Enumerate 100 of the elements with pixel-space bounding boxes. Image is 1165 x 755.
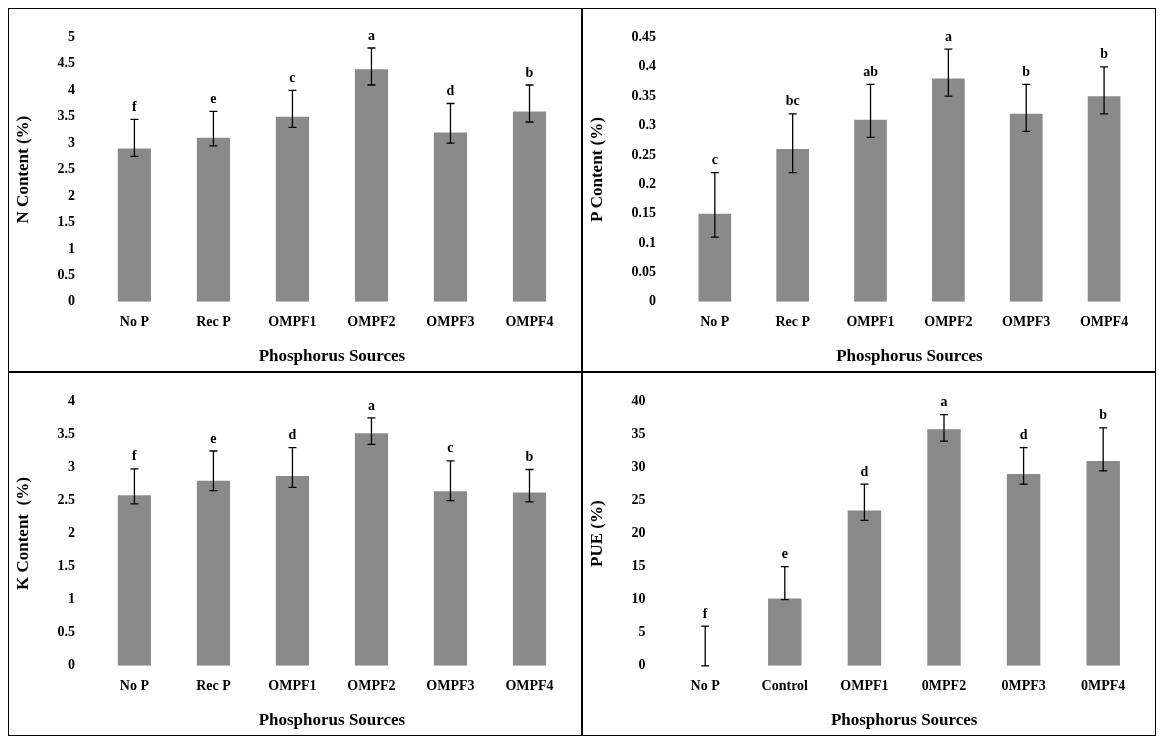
x-tick-label: OMPF2 xyxy=(347,677,396,693)
annotation: c xyxy=(289,69,296,85)
y-tick-label: 0.5 xyxy=(57,266,75,282)
y-axis-title: P Content (%) xyxy=(586,117,606,223)
x-tick-label: OMPF2 xyxy=(347,313,396,329)
y-tick-label: 3.5 xyxy=(57,108,75,124)
y-tick-label: 0.5 xyxy=(57,624,75,640)
annotation: e xyxy=(210,430,217,446)
x-tick-label: No P xyxy=(119,677,150,693)
bar xyxy=(768,598,802,666)
y-tick-label: 1.5 xyxy=(57,558,75,574)
x-axis-title: Phosphorus Sources xyxy=(258,346,406,366)
x-tick-label: No P xyxy=(690,677,721,693)
bar xyxy=(512,111,547,302)
y-tick-label: 20 xyxy=(631,525,646,541)
y-tick-label: 25 xyxy=(631,492,646,508)
y-tick-label: 15 xyxy=(631,558,646,574)
bar xyxy=(932,78,965,302)
annotation: a xyxy=(367,397,375,413)
annotation: f xyxy=(702,605,708,621)
y-axis-title: K Content (%) xyxy=(12,477,32,591)
bar xyxy=(433,491,468,666)
y-tick-label: 5 xyxy=(638,624,646,640)
annotation: f xyxy=(132,98,138,114)
x-tick-label: Rec P xyxy=(775,313,811,329)
bar xyxy=(1009,113,1043,302)
y-tick-label: 3 xyxy=(67,134,75,150)
annotation: bc xyxy=(785,93,800,109)
x-tick-label: OMPF4 xyxy=(1079,313,1129,329)
bar xyxy=(847,510,882,666)
x-tick-label: OMPF1 xyxy=(268,313,317,329)
x-tick-label: OMPF3 xyxy=(426,313,475,329)
y-tick-label: 3.5 xyxy=(57,426,75,442)
annotation: e xyxy=(210,91,217,107)
y-tick-label: 0.3 xyxy=(638,117,656,133)
x-tick-label: Rec P xyxy=(196,313,232,329)
y-tick-label: 1 xyxy=(67,240,75,256)
annotation: d xyxy=(860,463,869,479)
annotation: b xyxy=(1022,64,1031,80)
annotation: d xyxy=(1019,427,1028,443)
y-tick-label: 0.25 xyxy=(631,146,656,162)
annotation: c xyxy=(447,440,454,456)
y-tick-label: 5 xyxy=(67,29,75,45)
y-axis-title: N Content (%) xyxy=(12,115,32,224)
y-tick-label: 35 xyxy=(631,426,646,442)
bar xyxy=(512,492,547,666)
bar xyxy=(854,119,887,302)
annotation: b xyxy=(525,449,534,465)
x-tick-label: OMPF3 xyxy=(426,677,475,693)
bar xyxy=(196,480,231,666)
y-tick-label: 0.35 xyxy=(631,87,656,103)
y-tick-label: 3 xyxy=(67,459,75,475)
bar xyxy=(354,433,389,666)
annotation: b xyxy=(1100,46,1109,62)
y-tick-label: 1.5 xyxy=(57,214,75,230)
annotation: c xyxy=(711,152,718,168)
y-tick-label: 4.5 xyxy=(57,55,75,71)
annotation: ab xyxy=(863,64,879,80)
bar xyxy=(275,116,310,302)
annotation: d xyxy=(288,427,297,443)
x-tick-label: No P xyxy=(119,313,150,329)
annotation: b xyxy=(525,64,534,80)
y-tick-label: 10 xyxy=(631,591,646,607)
bar xyxy=(117,148,151,302)
x-tick-label: OMPF3 xyxy=(1002,313,1051,329)
bar xyxy=(1087,96,1121,302)
y-tick-label: 30 xyxy=(631,459,646,475)
annotation: a xyxy=(944,28,952,44)
bar xyxy=(1086,460,1120,666)
y-tick-label: 4 xyxy=(67,81,75,97)
x-tick-label: OMPF1 xyxy=(840,677,889,693)
annotation: b xyxy=(1099,407,1108,423)
y-tick-label: 0.2 xyxy=(638,175,656,191)
x-tick-label: No P xyxy=(700,313,730,329)
bar xyxy=(698,213,732,302)
y-tick-label: 4 xyxy=(67,393,75,409)
y-tick-label: 40 xyxy=(631,393,646,409)
bar xyxy=(1006,474,1041,666)
y-axis-title: PUE (%) xyxy=(586,500,606,567)
bar xyxy=(927,429,961,666)
bar xyxy=(196,137,231,302)
y-tick-label: 2.5 xyxy=(57,161,75,177)
y-tick-label: 0.4 xyxy=(638,58,656,74)
x-axis-title: Phosphorus Sources xyxy=(258,710,406,730)
annotation: d xyxy=(446,83,455,99)
x-tick-label: 0MPF4 xyxy=(1081,677,1126,693)
x-tick-label: 0MPF3 xyxy=(1001,677,1046,693)
x-tick-label: Control xyxy=(761,677,809,693)
y-tick-label: 2 xyxy=(67,525,75,541)
y-tick-label: 0.45 xyxy=(631,29,656,45)
annotation: a xyxy=(367,27,375,43)
y-tick-label: 0 xyxy=(648,293,656,309)
x-tick-label: OMPF2 xyxy=(924,313,973,329)
annotation: f xyxy=(132,448,138,464)
y-tick-label: 0 xyxy=(67,657,75,673)
y-tick-label: 2 xyxy=(67,187,75,203)
y-tick-label: 0.1 xyxy=(638,234,656,250)
bar xyxy=(117,495,151,666)
bar xyxy=(275,476,310,666)
y-tick-label: 0 xyxy=(67,293,75,309)
